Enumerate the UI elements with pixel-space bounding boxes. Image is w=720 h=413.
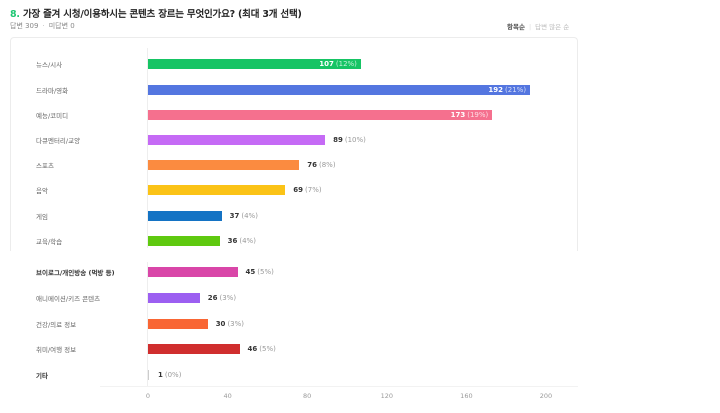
bar-value-label: 37 (4%) <box>230 212 258 220</box>
sort-options: 항목순 | 답변 많은 순 <box>507 21 569 31</box>
bar[interactable] <box>148 370 149 380</box>
bar-value-label: 46 (5%) <box>248 345 276 353</box>
bar[interactable] <box>148 211 222 221</box>
chart-bottom-border <box>100 386 578 387</box>
percent: (3%) <box>227 320 245 328</box>
sort-separator: | <box>528 23 532 31</box>
bar[interactable] <box>148 110 493 120</box>
bar[interactable] <box>148 85 531 95</box>
category-label: 다큐멘터리/교양 <box>36 137 81 145</box>
bar[interactable] <box>148 135 326 145</box>
count: 30 <box>215 320 226 328</box>
count: 69 <box>293 186 304 194</box>
count: 36 <box>227 237 238 245</box>
category-label: 음악 <box>36 187 48 195</box>
chart-card <box>10 37 578 251</box>
question-number: 8. <box>10 9 20 20</box>
bar-value-label: 89 (10%) <box>333 136 366 144</box>
bar-value-label: 107 (12%) <box>319 60 357 68</box>
bar-value-label: 26 (3%) <box>208 294 236 302</box>
bar-value-label: 30 (3%) <box>216 320 244 328</box>
question-text: 가장 즐겨 시청/이용하시는 콘텐츠 장르는 무엇인가요? (최대 3개 선택) <box>22 9 302 20</box>
bar-value-label: 45 (5%) <box>246 268 274 276</box>
count: 192 <box>488 86 504 94</box>
bar-value-label: 1 (0%) <box>158 371 181 379</box>
count: 107 <box>319 60 334 68</box>
bar[interactable] <box>148 185 286 195</box>
bar[interactable] <box>148 267 238 277</box>
chart-axis-line-bottom <box>147 262 148 386</box>
response-counts: 답변 309 · 미답변 0 <box>10 21 75 31</box>
count: 26 <box>207 294 218 302</box>
x-tick-label: 40 <box>223 392 232 400</box>
percent: (19%) <box>467 111 489 119</box>
category-label: 교육/학습 <box>36 238 63 246</box>
category-label: 애니메이션/키즈 콘텐츠 <box>36 295 101 303</box>
bar[interactable] <box>148 319 208 329</box>
category-label: 기타 <box>36 372 48 380</box>
percent: (10%) <box>344 136 366 144</box>
bar[interactable] <box>148 344 240 354</box>
no-response-count: 미답변 0 <box>48 22 75 30</box>
category-label: 게임 <box>36 213 48 221</box>
separator-dot: · <box>42 22 45 30</box>
count: 76 <box>307 161 317 169</box>
count: 89 <box>333 136 343 144</box>
bar[interactable] <box>148 236 220 246</box>
percent: (7%) <box>305 186 322 194</box>
x-tick-label: 80 <box>303 392 312 400</box>
percent: (8%) <box>318 161 336 169</box>
category-label: 취미/여행 정보 <box>36 346 77 354</box>
sort-by-most-answers[interactable]: 답변 많은 순 <box>535 23 570 31</box>
count: 1 <box>157 371 163 379</box>
question-title: 8. 가장 즐겨 시청/이용하시는 콘텐츠 장르는 무엇인가요? (최대 3개 … <box>10 6 302 20</box>
category-label: 드라마/영화 <box>36 87 69 95</box>
category-label: 브이로그/개인방송 (먹방 등) <box>36 269 115 277</box>
count: 46 <box>247 345 258 353</box>
bar[interactable] <box>148 59 361 69</box>
percent: (4%) <box>239 237 256 245</box>
bar[interactable] <box>148 293 200 303</box>
percent: (4%) <box>241 212 258 220</box>
count: 45 <box>245 268 256 276</box>
responses-count: 답변 309 <box>10 22 39 30</box>
count: 173 <box>450 111 466 119</box>
bar-value-label: 36 (4%) <box>228 237 256 245</box>
percent: (5%) <box>257 268 274 276</box>
category-label: 건강/의료 정보 <box>36 321 77 329</box>
bar[interactable] <box>148 160 300 170</box>
count: 37 <box>229 212 240 220</box>
x-tick-label: 0 <box>145 392 151 400</box>
category-label: 뉴스/시사 <box>36 61 63 69</box>
category-label: 스포츠 <box>36 162 54 170</box>
x-tick-label: 120 <box>380 392 394 400</box>
x-tick-label: 200 <box>539 392 553 400</box>
chart-axis-line-top <box>147 48 148 248</box>
category-label: 예능/코미디 <box>36 112 69 120</box>
x-tick-label: 160 <box>460 392 473 400</box>
percent: (0%) <box>164 371 182 379</box>
bar-value-label: 76 (8%) <box>307 161 335 169</box>
sort-by-item-order[interactable]: 항목순 <box>507 23 525 31</box>
percent: (3%) <box>219 294 237 302</box>
bar-value-label: 173 (19%) <box>451 111 489 119</box>
percent: (12%) <box>335 60 357 68</box>
percent: (5%) <box>259 345 276 353</box>
bar-value-label: 69 (7%) <box>293 186 321 194</box>
percent: (21%) <box>505 86 527 94</box>
bar-value-label: 192 (21%) <box>488 86 526 94</box>
